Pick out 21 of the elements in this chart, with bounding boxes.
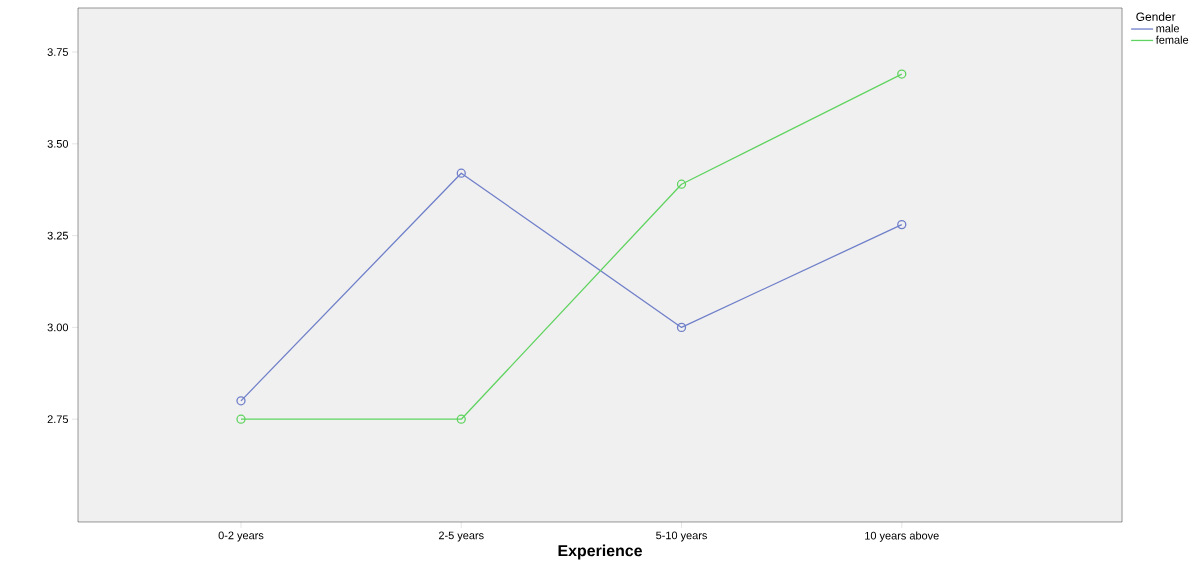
point xyxy=(236,396,246,406)
y-tick-label: 3.75 xyxy=(47,48,69,57)
x-tick-label: 10 years above xyxy=(865,531,939,542)
x-tick-label: 2-5 years xyxy=(438,531,484,542)
legend-label: female xyxy=(1155,35,1189,44)
x-tick-label: 5-10 years xyxy=(656,531,707,542)
legend-label: male xyxy=(1156,24,1180,33)
y-tick-label: 3.50 xyxy=(47,140,69,148)
y-tick-label: 3.25 xyxy=(47,231,69,240)
point xyxy=(676,179,687,189)
legend-title: Gender xyxy=(1136,12,1176,22)
point xyxy=(236,414,246,424)
point xyxy=(456,414,466,424)
point xyxy=(456,168,466,178)
x-tick-label: 0-2 years xyxy=(218,531,264,542)
point xyxy=(897,220,907,230)
y-tick-label: 2.75 xyxy=(47,415,69,424)
x-axis-title: Experience xyxy=(558,544,642,560)
point xyxy=(897,69,907,79)
y-tick-label: 3.00 xyxy=(47,323,69,332)
point xyxy=(676,322,687,333)
